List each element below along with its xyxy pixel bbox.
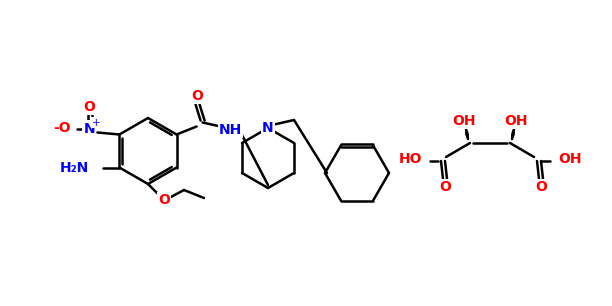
Text: OH: OH (504, 114, 528, 128)
Text: O: O (83, 99, 95, 114)
Text: HO: HO (398, 152, 422, 166)
Text: N: N (84, 121, 95, 136)
Text: O: O (192, 88, 204, 103)
Text: H₂N: H₂N (60, 161, 89, 174)
Text: O: O (439, 180, 451, 194)
Text: OH: OH (558, 152, 581, 166)
Text: +: + (92, 118, 101, 128)
Text: -O: -O (54, 121, 71, 135)
Text: NH: NH (219, 122, 242, 136)
Text: N: N (262, 121, 274, 135)
Text: OH: OH (452, 114, 476, 128)
Text: O: O (158, 193, 170, 207)
Text: O: O (535, 180, 547, 194)
